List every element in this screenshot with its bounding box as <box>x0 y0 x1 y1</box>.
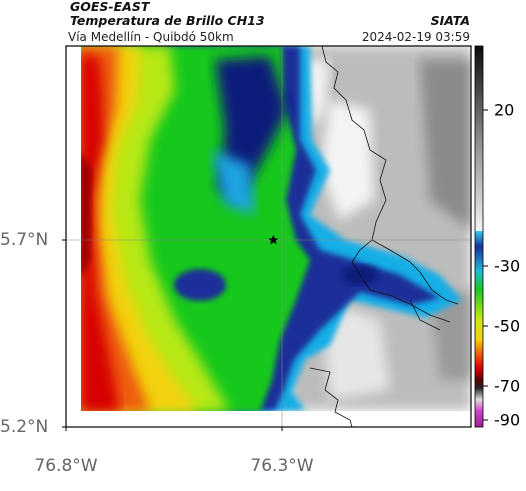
grid-lines <box>66 46 471 427</box>
colorbar-tick-label: -50 <box>494 316 521 336</box>
colorbar-tick-label: -70 <box>494 376 521 396</box>
colorbar-tick-label: -90 <box>494 410 521 430</box>
product-name: GOES-EAST <box>70 0 150 14</box>
colorbar <box>474 45 484 428</box>
map-subtitle: Vía Medellín - Quibdó 50km <box>68 30 234 44</box>
brightness-temperature-field <box>66 46 471 427</box>
organization-label: SIATA <box>430 13 470 28</box>
map-title: Temperatura de Brillo CH13 <box>70 13 265 28</box>
y-tick-label: 5.7°N <box>0 230 49 250</box>
timestamp: 2024-02-19 03:59 <box>361 30 470 44</box>
y-tick-label: 5.2°N <box>0 417 49 437</box>
map-frame <box>65 45 472 428</box>
x-tick-label: 76.8°W <box>34 456 98 476</box>
x-tick-label: 76.3°W <box>250 456 314 476</box>
axis-tick-marks <box>62 239 283 431</box>
border-lines <box>309 45 459 428</box>
colorbar-tick-label: 20 <box>494 100 515 120</box>
location-star-icon <box>268 235 279 245</box>
colorbar-tick-marks <box>483 109 488 421</box>
colorbar-tick-label: -30 <box>494 256 521 276</box>
